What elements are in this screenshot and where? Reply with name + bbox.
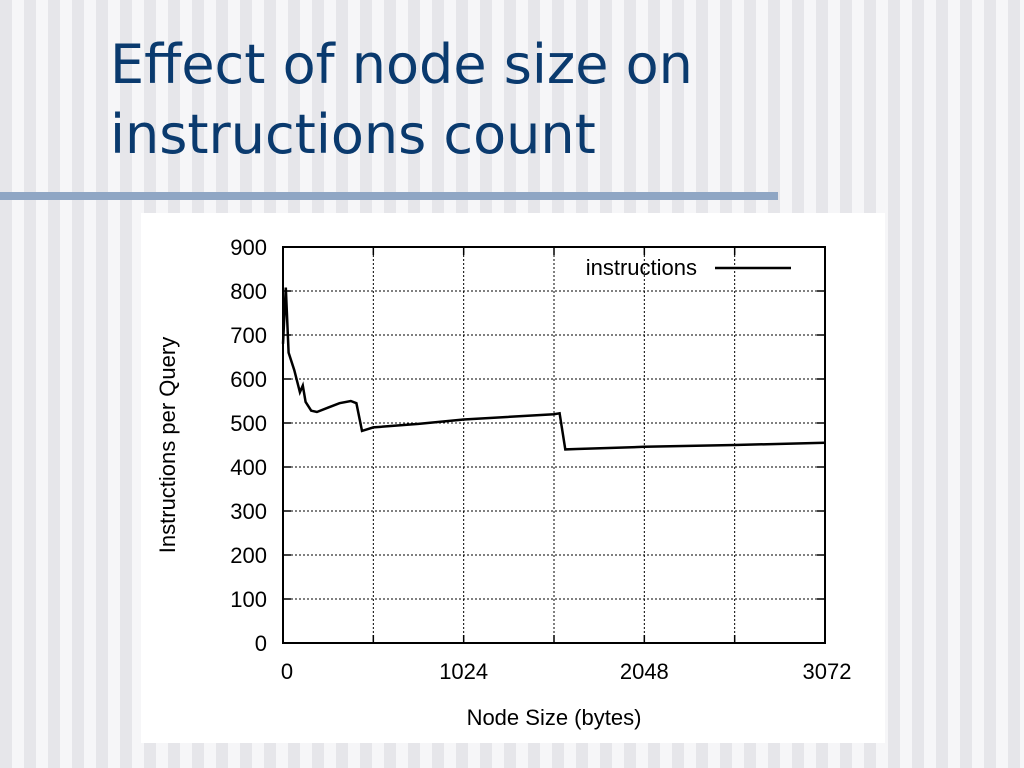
y-tick-label: 400 [230,455,267,480]
y-tick-label: 900 [230,235,267,260]
x-tick-label: 1024 [439,659,488,684]
slide-title: Effect of node size on instructions coun… [110,33,693,166]
series-line-instructions [281,287,826,451]
y-tick-label: 700 [230,323,267,348]
y-tick-label: 600 [230,367,267,392]
y-tick-label: 100 [230,587,267,612]
y-tick-label: 0 [255,631,267,656]
x-tick-label: 0 [281,659,293,684]
chart-panel: 0 100 200 300 400 500 600 700 800 900 0 1024 2048 307… [141,213,885,743]
line-chart: 0 100 200 300 400 500 600 700 800 900 0 1024 2048 307… [155,235,852,730]
y-tick-label: 200 [230,543,267,568]
y-tick-label: 300 [230,499,267,524]
y-tick-label: 800 [230,279,267,304]
x-axis-title: Node Size (bytes) [467,705,642,730]
title-divider [0,192,778,200]
x-tick-label: 3072 [803,659,852,684]
y-axis-title: Instructions per Query [155,337,180,553]
y-tick-label: 500 [230,411,267,436]
x-tick-label: 2048 [620,659,669,684]
legend: instructions [586,255,791,280]
legend-label: instructions [586,255,697,280]
